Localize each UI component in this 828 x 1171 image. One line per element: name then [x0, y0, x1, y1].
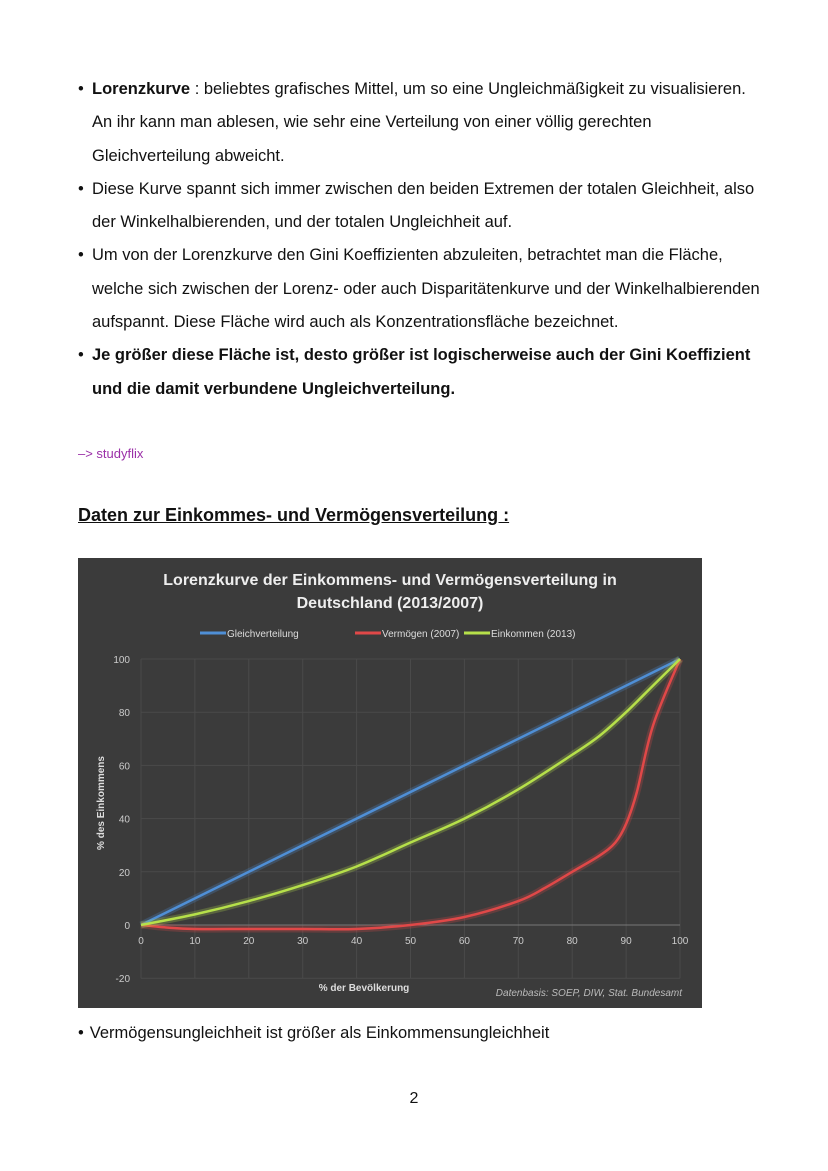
y-tick-label: 60 — [119, 761, 131, 772]
bullet-lorenzkurve: Lorenzkurve : beliebtes grafisches Mitte… — [78, 73, 768, 173]
chart-source-annotation: Datenbasis: SOEP, DIW, Stat. Bundesamt — [496, 988, 683, 999]
source-note: –> studyflix — [78, 446, 144, 461]
x-tick-label: 90 — [621, 936, 633, 947]
page-number: 2 — [409, 1090, 419, 1107]
series-line-einkommen-2013 — [140, 658, 681, 927]
y-axis-label: % des Einkommens — [96, 756, 107, 850]
series-line-gleichverteilung — [140, 657, 681, 927]
chart-svg: Lorenzkurve der Einkommens- und Vermögen… — [96, 572, 689, 999]
legend-label: Vermögen (2007) — [382, 629, 459, 640]
bullet-text: Diese Kurve spannt sich immer zwischen d… — [92, 179, 755, 232]
term-lorenzkurve: Lorenzkurve — [92, 80, 191, 98]
x-tick-label: 70 — [513, 936, 525, 947]
bullet-gini-area: Je größer diese Fläche ist, desto größer… — [78, 339, 768, 406]
y-tick-label: -20 — [116, 974, 131, 985]
chart-grid: 0 10 20 30 40 50 60 70 80 90 100 100 80 60 40 20 0 -20 — [113, 655, 688, 985]
y-tick-label: 20 — [119, 868, 131, 879]
x-tick-label: 20 — [243, 936, 255, 947]
x-tick-label: 30 — [297, 936, 309, 947]
y-tick-label: 40 — [119, 815, 131, 826]
bullet-list: Lorenzkurve : beliebtes grafisches Mitte… — [78, 73, 768, 406]
x-tick-label: 50 — [405, 936, 417, 947]
legend-label: Einkommen (2013) — [491, 629, 575, 640]
bullet-text: Vermögensungleichheit ist größer als Ein… — [89, 1024, 550, 1042]
x-tick-label: 100 — [672, 936, 689, 947]
x-axis-label: % der Bevölkerung — [319, 983, 410, 994]
bullet-gini-derivation: Um von der Lorenzkurve den Gini Koeffizi… — [78, 239, 768, 339]
x-tick-label: 40 — [351, 936, 363, 947]
bullet-vermoegen: • Vermögensungleichheit ist größer als Ei… — [78, 1024, 768, 1043]
legend-label: Gleichverteilung — [227, 629, 299, 640]
x-tick-label: 80 — [567, 936, 579, 947]
chart-legend: Gleichverteilung Vermögen (2007) Einkommen… — [200, 629, 575, 640]
bullet-marker: • — [78, 1024, 84, 1042]
y-tick-label: 0 — [124, 921, 130, 932]
bullet-extremes: Diese Kurve spannt sich immer zwischen d… — [78, 173, 768, 240]
x-tick-label: 0 — [138, 936, 144, 947]
chart-lines — [139, 655, 684, 933]
lorenz-chart: Lorenzkurve der Einkommens- und Vermögen… — [78, 558, 702, 1008]
series-line-verm-gen-2007 — [140, 658, 682, 931]
chart-title-line2: Deutschland (2013/2007) — [297, 595, 484, 612]
bullet-text-bold: Je größer diese Fläche ist, desto größer… — [92, 346, 751, 398]
bullet-text: Um von der Lorenzkurve den Gini Koeffizi… — [92, 246, 760, 332]
y-tick-label: 80 — [119, 708, 131, 719]
x-tick-label: 10 — [189, 936, 201, 947]
x-tick-label: 60 — [459, 936, 471, 947]
bullet-text: : beliebtes grafisches Mittel, um so ein… — [92, 80, 746, 165]
chart-title-line1: Lorenzkurve der Einkommens- und Vermögen… — [163, 572, 616, 589]
y-tick-label: 100 — [113, 655, 130, 666]
section-heading: Daten zur Einkommes- und Vermögensvertei… — [78, 505, 510, 525]
